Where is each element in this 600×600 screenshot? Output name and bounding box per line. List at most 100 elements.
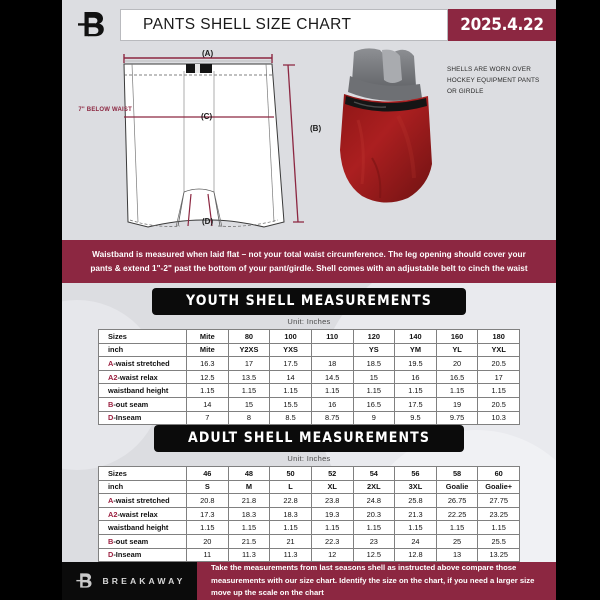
- table-cell: YXS: [269, 342, 312, 358]
- table-cell: 21.3: [394, 506, 437, 522]
- brand-logo-icon: [75, 573, 92, 588]
- row-label-prefix: B: [108, 399, 114, 409]
- table-cell: 15: [352, 369, 396, 385]
- table-cell: 18.3: [269, 506, 312, 522]
- footer-instruction-text: Take the measurements from last seasons …: [211, 563, 535, 598]
- table-row: waistband height 1.15 1.15 1.15 1.15 1.15 1.15…: [98, 383, 520, 398]
- table-row: Sizes 46 48 50 52 54 56 58 60: [98, 466, 520, 481]
- table-cell: 1.15: [227, 520, 271, 535]
- table-cell: 17.3: [186, 506, 229, 522]
- brand-logo-icon: [62, 8, 120, 42]
- table-cell: 18.5: [352, 356, 396, 371]
- table-cell: M: [227, 479, 271, 495]
- table-cell: 1.15: [186, 383, 229, 398]
- table-cell: 48: [227, 466, 271, 481]
- adult-table-body: Sizes 46 48 50 52 54 56 58 60 inch S M L XL 2XL 3XL Goal…: [98, 466, 520, 563]
- table-cell: XL: [310, 479, 354, 495]
- table-cell: 1.15: [310, 383, 354, 398]
- table-cell: 56: [394, 466, 437, 481]
- table-cell: 20.5: [477, 396, 520, 412]
- table-cell: 25.8: [394, 493, 437, 508]
- table-cell: 20: [435, 356, 479, 371]
- youth-heading: YOUTH SHELL MEASUREMENTS: [152, 288, 466, 315]
- adult-unit-label: Unit: Inches: [287, 454, 331, 463]
- table-cell: 1.15: [310, 520, 354, 535]
- table-cell: 25: [435, 533, 479, 549]
- table-cell: 3XL: [394, 479, 437, 495]
- diagram-label-a: (A): [202, 49, 214, 58]
- table-cell: 27.75: [477, 493, 520, 508]
- table-cell: YM: [394, 342, 437, 358]
- table-cell: 160: [435, 329, 479, 344]
- table-row: waistband height 1.15 1.15 1.15 1.15 1.15 1.15…: [98, 520, 520, 535]
- table-row: D-Inseam 7 8 8.5 8.75 9 9.5 9.75 10.3: [98, 410, 520, 426]
- measurement-instruction-band: Waistband is measured when laid flat – n…: [62, 240, 556, 283]
- table-cell: 23: [352, 533, 396, 549]
- shell-technical-drawing: [123, 54, 304, 228]
- table-cell: 15.5: [269, 396, 312, 412]
- table-row: D-Inseam 11 11.3 11.3 12 12.5 12.8 13 13.25: [98, 547, 520, 563]
- table-cell: 54: [352, 466, 396, 481]
- table-cell: 20.3: [352, 506, 396, 522]
- table-cell: 1.15: [435, 383, 479, 398]
- table-row: A-waist stretched 20.8 21.8 22.8 23.8 24.8 25.…: [98, 493, 520, 508]
- product-photo: [332, 46, 472, 236]
- table-cell: 26.75: [435, 493, 479, 508]
- table-cell: 1.15: [269, 520, 312, 535]
- table-cell: Mite: [186, 342, 229, 358]
- table-row: A2-waist relax 12.5 13.5 14 14.5 15 16 16.5 17: [98, 369, 520, 385]
- page-title: PANTS SHELL SIZE CHART: [120, 9, 448, 41]
- table-cell: [310, 342, 354, 358]
- table-cell: Mite: [186, 329, 229, 344]
- table-cell: 12: [310, 547, 354, 563]
- row-label: B-out seam: [98, 396, 187, 412]
- chart-date-badge: 2025.4.22: [448, 9, 556, 41]
- table-cell: 19.3: [310, 506, 354, 522]
- table-cell: S: [186, 479, 229, 495]
- table-cell: 52: [310, 466, 354, 481]
- diagram-label-c: (C): [201, 112, 213, 121]
- table-cell: 19.5: [394, 356, 437, 371]
- table-cell: Goalie+: [477, 479, 520, 495]
- row-label-prefix: A2: [108, 509, 118, 519]
- table-cell: 1.15: [186, 520, 229, 535]
- table-cell: 11.3: [269, 547, 312, 563]
- table-cell: 110: [310, 329, 354, 344]
- page-header: PANTS SHELL SIZE CHART 2025.4.22: [62, 8, 556, 42]
- table-row: inch S M L XL 2XL 3XL Goalie Goalie+: [98, 479, 520, 495]
- table-cell: 8: [227, 410, 271, 426]
- row-label: waistband height: [98, 520, 187, 535]
- row-label-prefix: A: [108, 358, 114, 368]
- table-cell: 22.3: [310, 533, 354, 549]
- row-label-prefix: D: [108, 550, 114, 560]
- table-cell: 20.5: [477, 356, 520, 371]
- table-row: A-waist stretched 16.3 17 17.5 18 18.5 19.5 20 2…: [98, 356, 520, 371]
- row-label: B-out seam: [98, 533, 187, 549]
- table-row: B-out seam 20 21.5 21 22.3 23 24 25 25.5: [98, 533, 520, 549]
- table-cell: 58: [435, 466, 479, 481]
- table-cell: 24: [394, 533, 437, 549]
- table-cell: 120: [352, 329, 396, 344]
- table-cell: 80: [227, 329, 271, 344]
- youth-unit-label: Unit: Inches: [287, 317, 331, 326]
- table-cell: 21.5: [227, 533, 271, 549]
- youth-measurements-table: Sizes Mite 80 100 110 120 140 160 180 inch Mite Y2X…: [98, 329, 520, 426]
- row-label: D-Inseam: [98, 547, 187, 563]
- row-label: A-waist stretched: [98, 493, 187, 508]
- table-cell: 16.5: [435, 369, 479, 385]
- table-cell: YL: [435, 342, 479, 358]
- table-cell: 8.75: [310, 410, 354, 426]
- table-cell: 1.15: [227, 383, 271, 398]
- table-row: Sizes Mite 80 100 110 120 140 160 180: [98, 329, 520, 344]
- row-label-prefix: A: [108, 495, 114, 505]
- adult-measurements-table: Sizes 46 48 50 52 54 56 58 60 inch S M L XL 2XL 3XL Goal…: [98, 466, 520, 563]
- table-cell: 60: [477, 466, 520, 481]
- table-cell: 15: [227, 396, 271, 412]
- row-label: Sizes: [98, 329, 187, 344]
- table-cell: 180: [477, 329, 520, 344]
- row-label: A-waist stretched: [98, 356, 187, 371]
- table-cell: 1.15: [269, 383, 312, 398]
- table-cell: 11.3: [227, 547, 271, 563]
- row-label: D-Inseam: [98, 410, 187, 426]
- table-cell: 12.8: [394, 547, 437, 563]
